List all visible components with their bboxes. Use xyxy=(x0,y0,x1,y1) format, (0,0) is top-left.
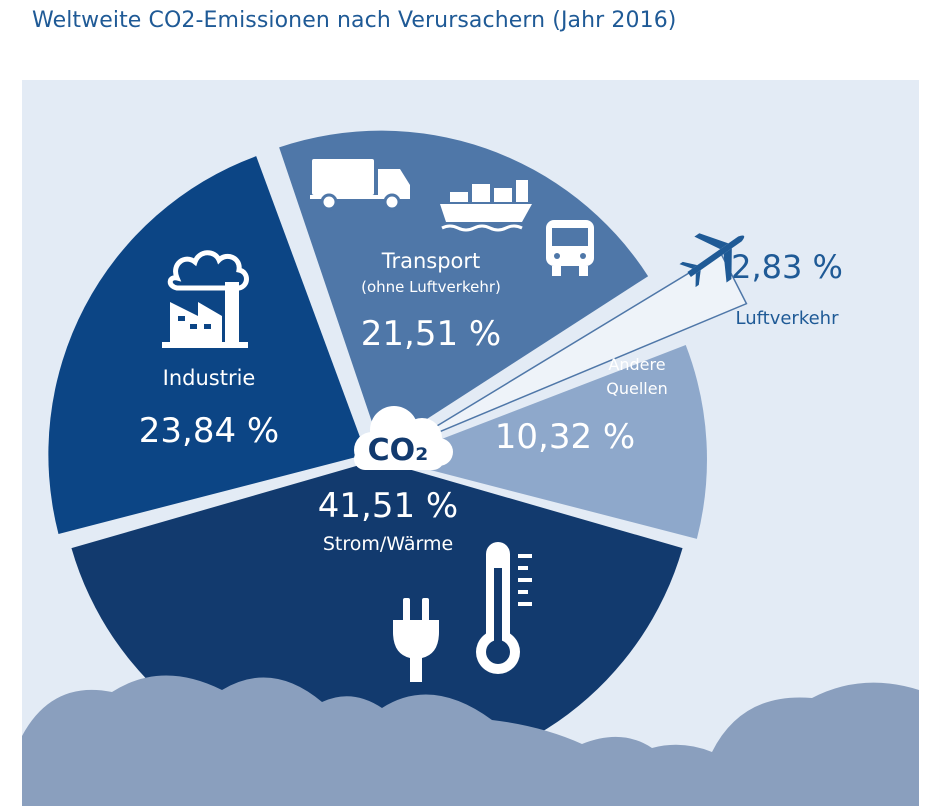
slice-label-industrie: Industrie xyxy=(163,366,256,390)
pie-slice-luftverkehr xyxy=(399,252,748,449)
ship-icon xyxy=(440,180,532,232)
thermometer-icon xyxy=(476,542,532,674)
truck-icon xyxy=(310,159,410,211)
bottom-clouds xyxy=(22,675,919,806)
slice-value-transport: 21,51 % xyxy=(361,314,501,354)
airplane-icon xyxy=(679,233,745,288)
slice-label-luftverkehr: Luftverkehr xyxy=(736,308,840,329)
slice-label2-andere: Quellen xyxy=(606,379,667,398)
slice-label-transport: Transport xyxy=(381,249,481,273)
cloud-icon xyxy=(354,406,453,470)
slice-value-industrie: 23,84 % xyxy=(139,411,279,451)
slice-value-strom: 41,51 % xyxy=(318,486,458,526)
center-label: CO₂ xyxy=(368,433,429,468)
factory-icon xyxy=(162,250,249,348)
chart-panel: CO₂ Industrie 23,84 % Transport (ohne Lu… xyxy=(22,80,919,806)
slice-label-andere: Andere xyxy=(608,355,665,374)
bus-icon xyxy=(546,220,594,276)
pie-slice-transport xyxy=(279,130,649,449)
pie-slice-andere xyxy=(388,345,707,539)
slice-sublabel-transport: (ohne Luftverkehr) xyxy=(361,278,501,296)
chart-title: Weltweite CO2-Emissionen nach Verursache… xyxy=(32,8,677,33)
slice-label-strom: Strom/Wärme xyxy=(323,533,453,555)
slice-value-luftverkehr: 2,83 % xyxy=(731,248,843,286)
plug-icon xyxy=(393,598,439,682)
slice-value-andere: 10,32 % xyxy=(495,417,635,457)
pie-chart: CO₂ Industrie 23,84 % Transport (ohne Lu… xyxy=(22,130,919,806)
